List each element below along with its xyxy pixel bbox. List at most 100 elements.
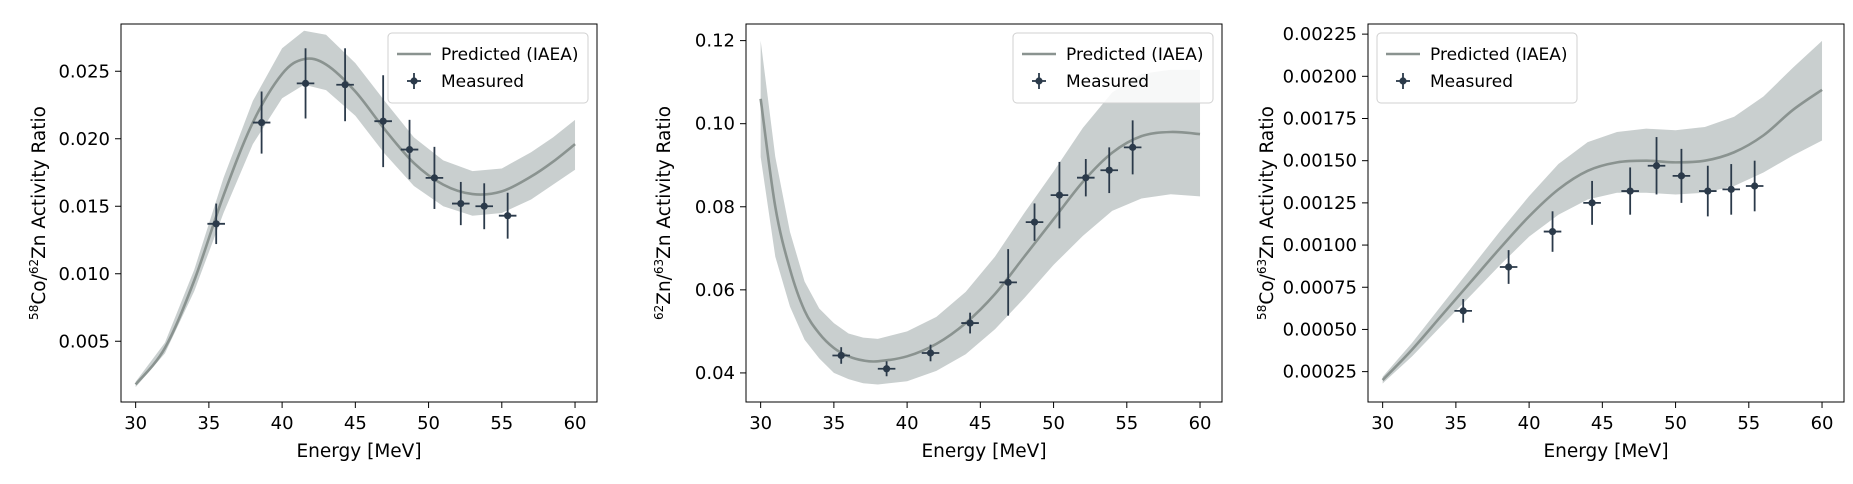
y-tick-label: 0.00125	[1283, 193, 1357, 214]
y-tick-label: 0.025	[58, 61, 110, 82]
x-tick-label: 55	[490, 413, 513, 434]
y-axis-label: 58Co/63Zn Activity Ratio	[1255, 106, 1278, 320]
x-tick-label: 35	[1444, 413, 1467, 434]
y-tick-label: 0.08	[695, 197, 735, 218]
y-tick-label: 0.06	[695, 280, 735, 301]
legend-errorbar-swatch	[407, 73, 421, 89]
measured-point	[999, 249, 1017, 316]
y-tick-label: 0.00050	[1283, 319, 1357, 340]
x-tick-label: 40	[271, 413, 294, 434]
measured-point	[498, 192, 517, 239]
measured-point	[1499, 250, 1518, 284]
measured-point	[1077, 159, 1095, 197]
measured-point	[207, 203, 225, 245]
x-tick-label: 60	[1811, 413, 1834, 434]
measured-point	[921, 344, 940, 362]
measured-point	[1454, 299, 1472, 323]
x-tick-label: 50	[1664, 413, 1687, 434]
plot-area	[134, 30, 576, 388]
y-axis-label: 62Zn/63Zn Activity Ratio	[652, 106, 675, 320]
legend: Predicted (IAEA) Measured	[1012, 32, 1214, 104]
x-axis-label: Energy [MeV]	[921, 441, 1046, 462]
x-tick-label: 55	[1737, 413, 1760, 434]
measured-point	[1621, 167, 1639, 215]
y-tick-label: 0.00150	[1283, 151, 1357, 172]
measured-point	[1722, 164, 1741, 215]
legend-errorbar-swatch	[1032, 73, 1046, 89]
measured-point	[877, 361, 896, 377]
predicted-line	[759, 98, 1201, 363]
y-tick-label: 0.00225	[1283, 24, 1357, 45]
x-tick-label: 50	[1042, 413, 1065, 434]
measured-point	[1647, 137, 1666, 195]
measured-point	[1100, 147, 1119, 194]
x-tick-label: 60	[1189, 413, 1212, 434]
y-tick-label: 0.020	[58, 129, 110, 150]
chart-panel-3: 30 35 40 45 50 55 60 0.00025 0.00050 0.00075 0.001…	[1255, 23, 1845, 462]
x-tick-label: 30	[1371, 413, 1394, 434]
chart-panel-1: 30 35 40 45 50 55 60 0.005 0.010 0.015 0.020 0.025 E…	[27, 23, 598, 462]
x-tick-label: 40	[1518, 413, 1541, 434]
legend-errorbar-swatch	[1396, 73, 1410, 89]
y-tick-label: 0.10	[695, 114, 735, 135]
measured-point	[1050, 161, 1069, 229]
legend-label-predicted: Predicted (IAEA)	[1430, 45, 1568, 65]
uncertainty-band	[760, 40, 1201, 385]
measured-point	[296, 48, 315, 119]
y-tick-label: 0.00075	[1283, 277, 1357, 298]
x-tick-label: 50	[417, 413, 440, 434]
plot-area	[759, 40, 1201, 385]
legend-label-predicted: Predicted (IAEA)	[441, 45, 579, 65]
x-axis-label: Energy [MeV]	[1543, 441, 1668, 462]
measured-point	[1699, 165, 1717, 217]
legend-label-predicted: Predicted (IAEA)	[1066, 45, 1204, 65]
predicted-line	[134, 57, 576, 386]
x-tick-label: 45	[344, 413, 367, 434]
legend-label-measured: Measured	[1430, 72, 1513, 92]
measured-point	[1583, 180, 1601, 225]
x-tick-label: 45	[1591, 413, 1614, 434]
y-axis-label: 58Co/62Zn Activity Ratio	[27, 106, 50, 320]
x-tick-label: 30	[124, 413, 147, 434]
legend-label-measured: Measured	[1066, 72, 1149, 92]
measured-point	[425, 146, 444, 209]
x-tick-label: 30	[749, 413, 772, 434]
x-tick-label: 35	[822, 413, 845, 434]
y-tick-label: 0.010	[58, 264, 110, 285]
x-tick-label: 60	[564, 413, 587, 434]
y-tick-label: 0.00025	[1283, 362, 1357, 383]
x-axis-label: Energy [MeV]	[296, 441, 421, 462]
measured-point	[1745, 160, 1764, 212]
y-tick-label: 0.00200	[1283, 66, 1357, 87]
legend-box	[1012, 32, 1214, 104]
measured-point	[832, 347, 850, 364]
measured-point	[336, 48, 354, 122]
y-tick-label: 0.04	[695, 363, 735, 384]
measured-point	[961, 312, 979, 334]
x-tick-label: 45	[969, 413, 992, 434]
y-tick-label: 0.00100	[1283, 235, 1357, 256]
legend: Predicted (IAEA) Measured	[387, 32, 589, 104]
measured-point	[400, 119, 419, 180]
measured-point	[475, 183, 494, 230]
axes-frame	[745, 23, 1223, 403]
x-tick-label: 55	[1115, 413, 1138, 434]
measured-point	[374, 75, 392, 168]
x-tick-label: 40	[896, 413, 919, 434]
measured-point	[452, 181, 470, 226]
predicted-line	[1381, 88, 1823, 381]
measured-point	[1123, 120, 1142, 175]
x-tick-label: 35	[197, 413, 220, 434]
measured-point	[1672, 148, 1691, 203]
uncertainty-band	[135, 30, 576, 388]
y-tick-label: 0.12	[695, 31, 735, 52]
y-tick-label: 0.005	[58, 331, 110, 352]
plot-area	[1381, 40, 1823, 384]
axes-frame	[120, 23, 598, 403]
axes-frame	[1367, 23, 1845, 403]
legend-box	[387, 32, 589, 104]
y-tick-label: 0.00175	[1283, 109, 1357, 130]
legend-box	[1376, 32, 1578, 104]
